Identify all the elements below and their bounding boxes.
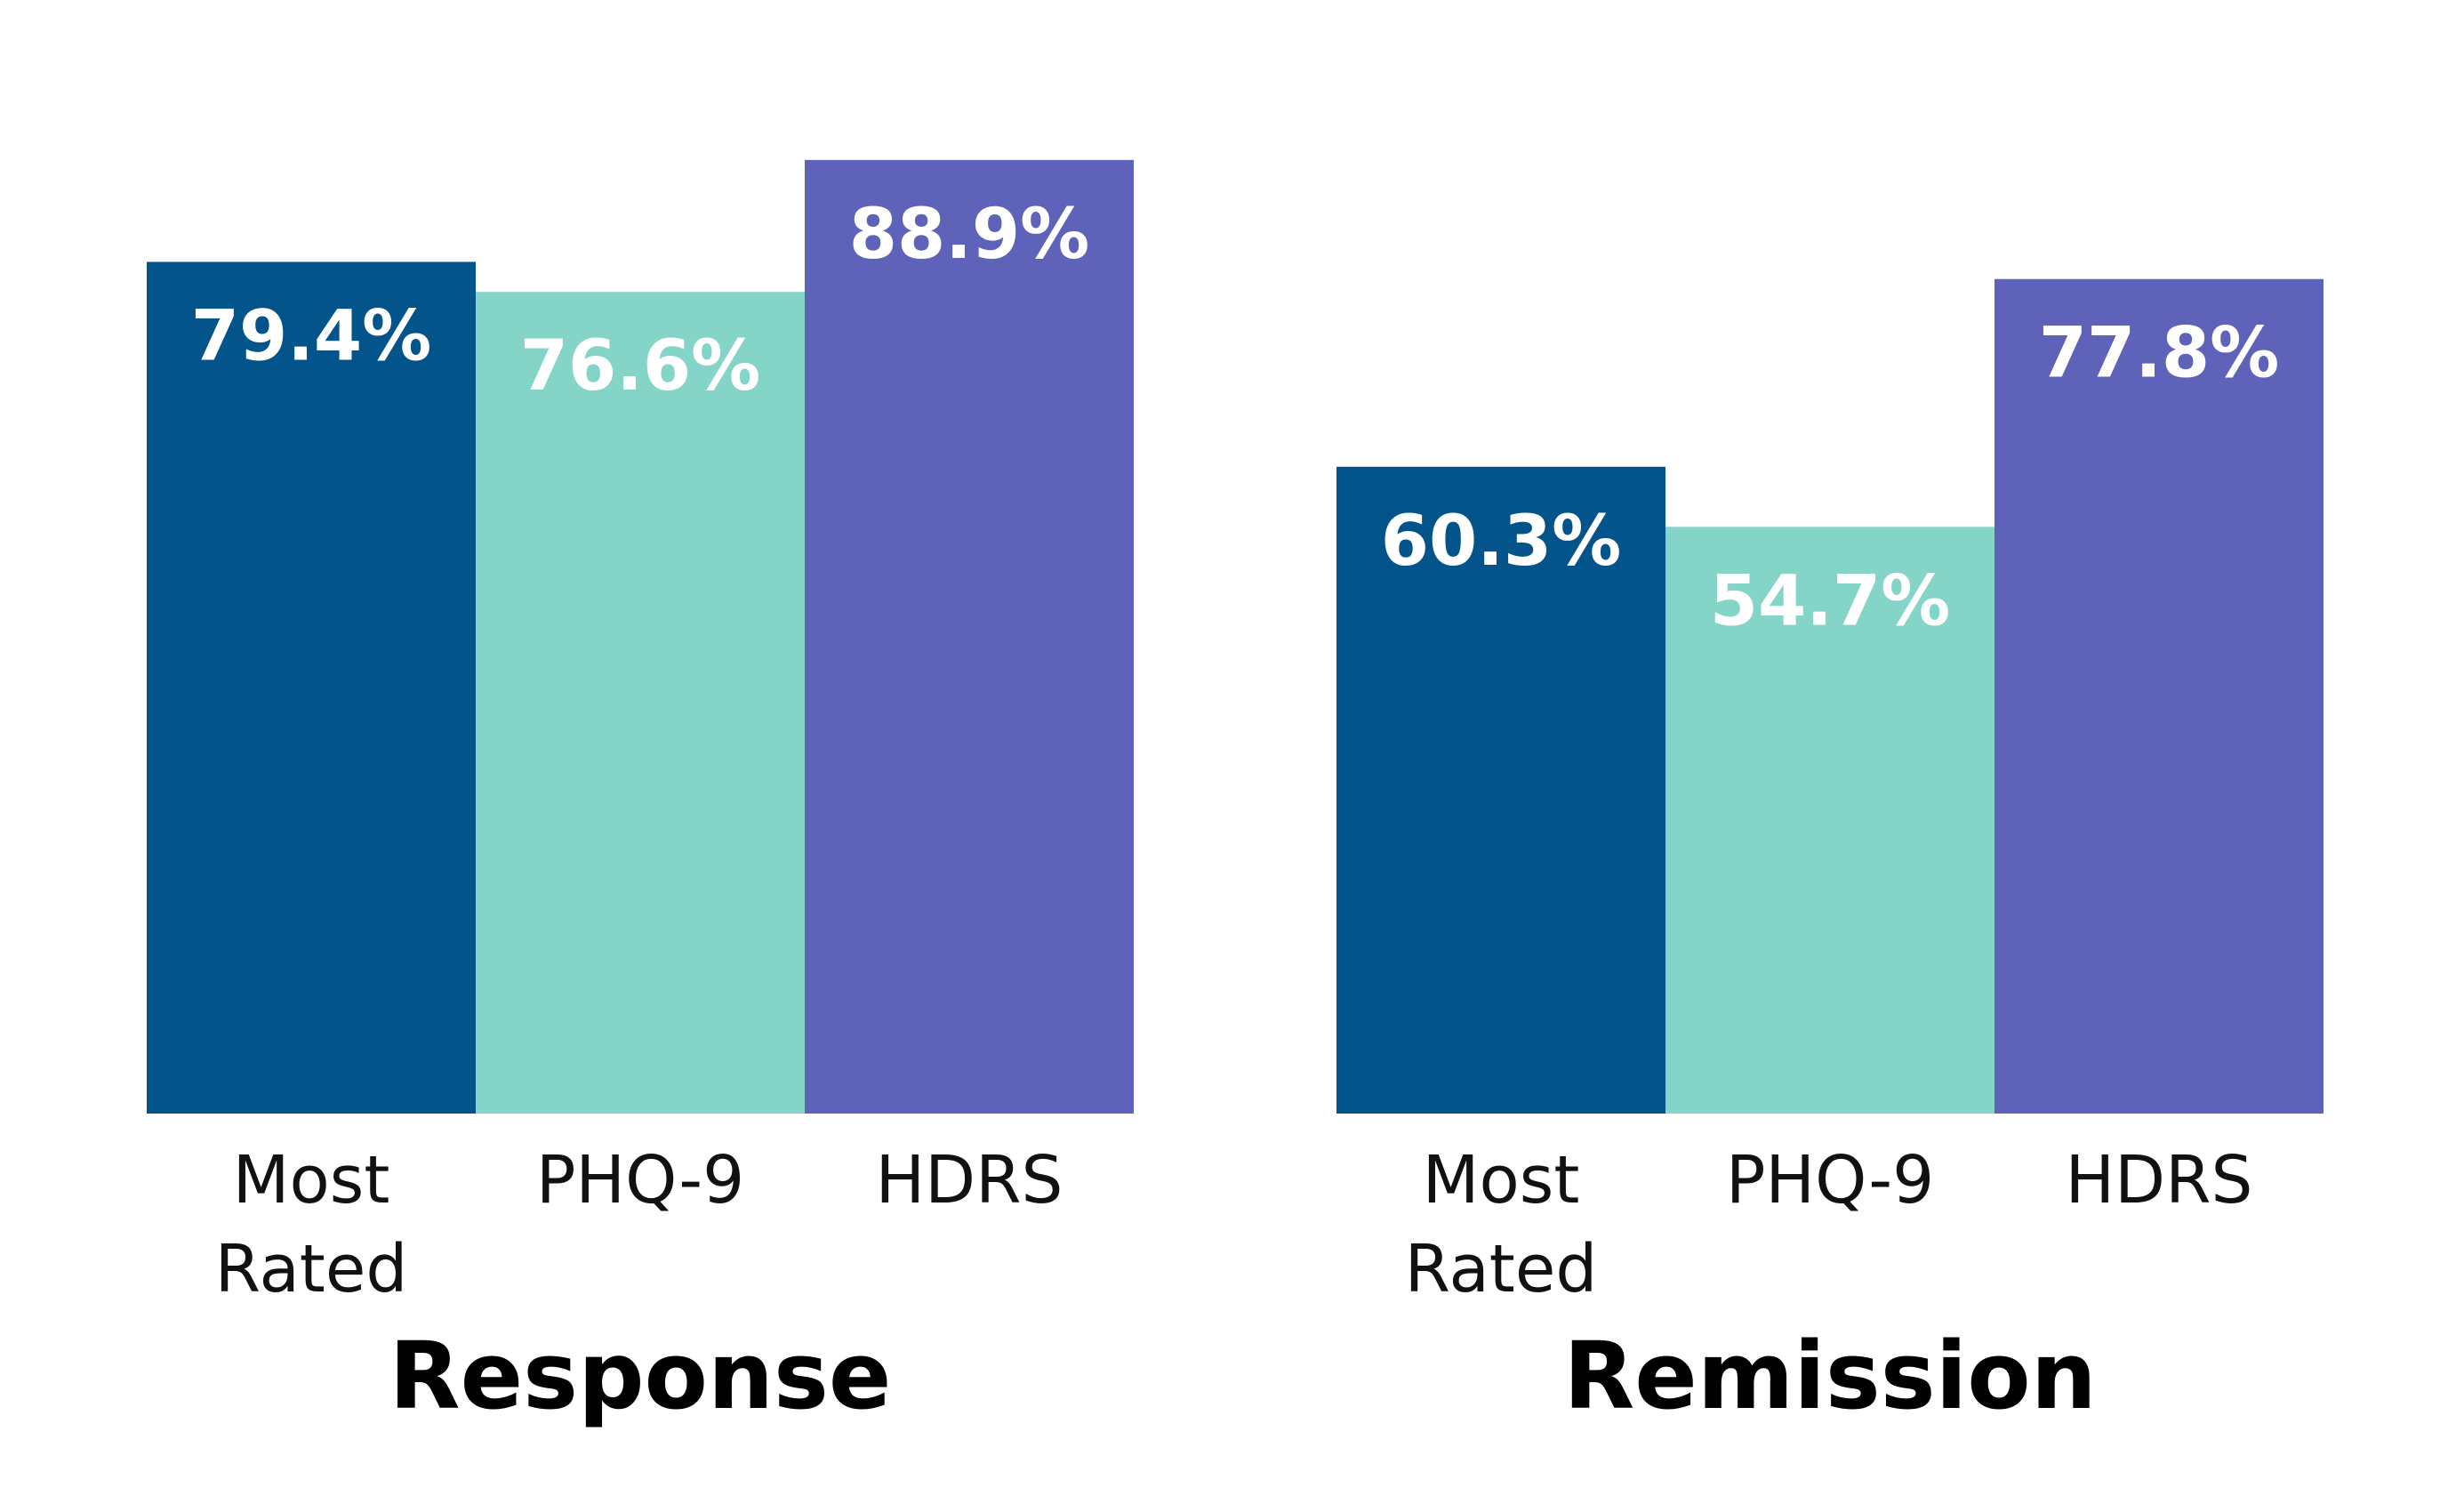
response-most-rated-bar bbox=[147, 261, 476, 1114]
remission-phq-9-value-label: 54.7% bbox=[1710, 561, 1951, 641]
remission-most-rated-value-label: 60.3% bbox=[1381, 502, 1622, 582]
response-hdrs-value-label: 88.9% bbox=[849, 195, 1090, 275]
remission-hdrs-bar bbox=[1994, 278, 2324, 1114]
response-most-rated-category-label-line-1: Most bbox=[233, 1142, 390, 1219]
remission-most-rated-bar bbox=[1336, 466, 1665, 1114]
response-phq-9-bar bbox=[476, 292, 805, 1114]
response-hdrs-bar bbox=[805, 159, 1134, 1114]
response-phq-9-value-label: 76.6% bbox=[520, 326, 761, 406]
remission-hdrs-value-label: 77.8% bbox=[2039, 314, 2280, 394]
response-most-rated-category-label-line-2: Rated bbox=[215, 1231, 408, 1307]
response-chart: 79.4% Most Rated 76.6% PHQ-9 88.9% HDRS Respons… bbox=[147, 159, 1134, 1430]
remission-phq-9-bar bbox=[1665, 527, 1994, 1114]
response-phq-9-category-label: PHQ-9 bbox=[536, 1142, 744, 1219]
remission-phq-9-category-label: PHQ-9 bbox=[1726, 1142, 1934, 1219]
remission-group-title: Remission bbox=[1563, 1322, 2097, 1430]
response-group-title: Response bbox=[389, 1322, 892, 1430]
response-most-rated-value-label: 79.4% bbox=[191, 296, 432, 376]
remission-hdrs-category-label: HDRS bbox=[2065, 1142, 2252, 1219]
remission-most-rated-category-label-line-1: Most bbox=[1423, 1142, 1580, 1219]
response-hdrs-category-label: HDRS bbox=[875, 1142, 1063, 1219]
remission-chart: 60.3% Most Rated 54.7% PHQ-9 77.8% HDRS Remissi… bbox=[1336, 278, 2324, 1430]
remission-most-rated-category-label-line-2: Rated bbox=[1405, 1231, 1598, 1307]
